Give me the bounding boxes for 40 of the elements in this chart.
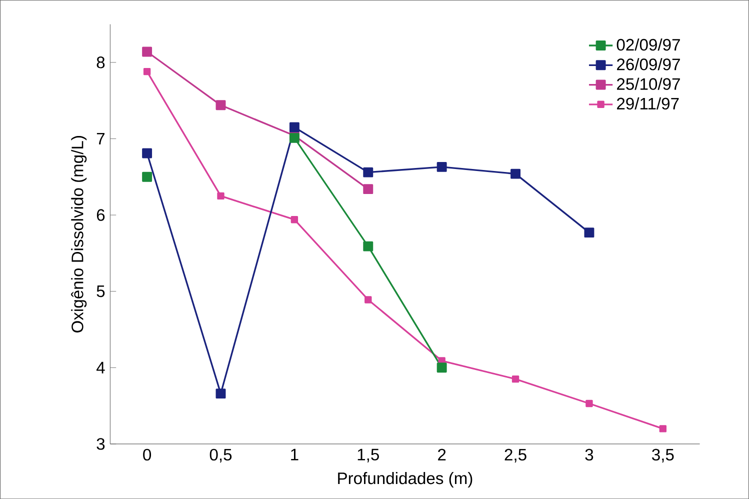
x-axis-title: Profundidades (m) xyxy=(338,472,472,488)
y-axis-title: Oxigênio Dissolvido (mg/L) xyxy=(71,136,87,332)
point xyxy=(584,228,594,238)
point xyxy=(216,100,226,110)
legend-label: 02/09/97 xyxy=(616,38,680,51)
point xyxy=(142,172,152,182)
y-tick-label: 6 xyxy=(96,209,105,221)
point xyxy=(436,162,447,172)
x-tick-label: 2 xyxy=(438,448,446,460)
point xyxy=(363,241,374,252)
point xyxy=(586,400,593,408)
x-tick-label: 1 xyxy=(291,448,298,460)
y-tick-label: 5 xyxy=(96,285,105,298)
x-tick-label: 2,5 xyxy=(504,448,526,462)
point xyxy=(142,148,152,158)
legend-label: 29/11/97 xyxy=(617,97,679,110)
y-tick-label: 3 xyxy=(96,438,105,450)
point xyxy=(363,167,374,178)
y-tick-label: 7 xyxy=(96,132,104,144)
x-tick-label: 3 xyxy=(585,448,594,460)
point xyxy=(510,168,520,179)
legend-label: 26/09/97 xyxy=(617,58,680,70)
point xyxy=(290,216,298,224)
point xyxy=(364,296,372,304)
x-tick-label: 0 xyxy=(143,448,152,460)
y-tick-label: 4 xyxy=(96,362,105,374)
x-tick-label: 1,5 xyxy=(358,448,379,462)
legend-label: 25/10/97 xyxy=(617,78,680,90)
point xyxy=(216,388,226,398)
y-tick-label: 8 xyxy=(96,56,105,68)
point xyxy=(363,184,374,194)
point xyxy=(217,192,224,200)
point xyxy=(512,375,520,383)
point xyxy=(289,122,300,132)
point xyxy=(659,425,666,432)
x-tick-label: 3,5 xyxy=(652,448,674,462)
point xyxy=(142,46,152,57)
point xyxy=(143,68,151,76)
point xyxy=(436,362,447,373)
x-tick-label: 0,5 xyxy=(210,448,232,462)
